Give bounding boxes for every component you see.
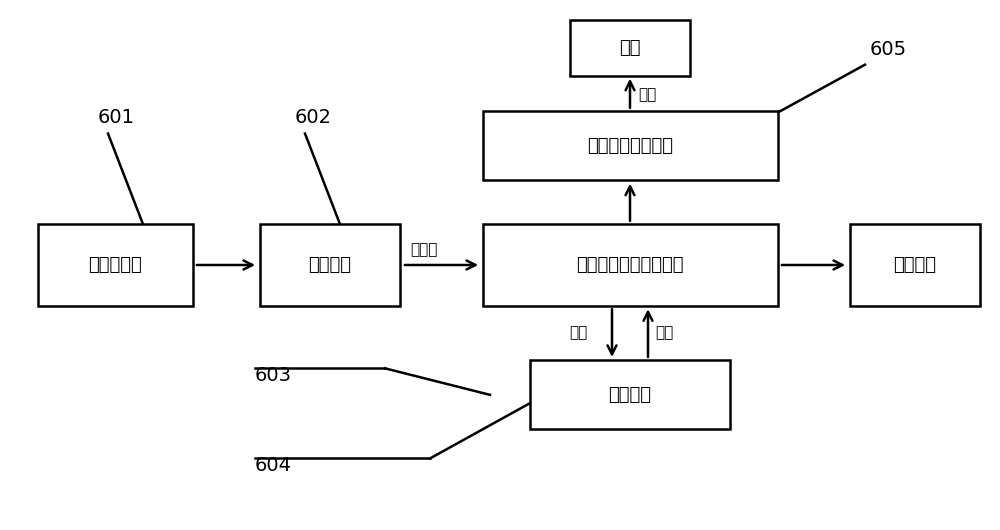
Text: 臭气烟气处理系统: 臭气烟气处理系统 xyxy=(587,137,673,155)
Text: 604: 604 xyxy=(255,456,292,475)
Text: 601: 601 xyxy=(98,108,135,127)
FancyBboxPatch shape xyxy=(483,224,778,306)
Text: 输送装置: 输送装置 xyxy=(308,256,352,274)
Text: 602: 602 xyxy=(295,108,332,127)
Text: 固体高温好氧发酵系统: 固体高温好氧发酵系统 xyxy=(576,256,684,274)
Text: 排放: 排放 xyxy=(619,39,641,57)
Text: 热水: 热水 xyxy=(655,325,673,340)
Text: 锅炉系统: 锅炉系统 xyxy=(608,386,652,404)
Text: 进料口: 进料口 xyxy=(410,243,437,258)
FancyBboxPatch shape xyxy=(570,20,690,75)
FancyBboxPatch shape xyxy=(850,224,980,306)
FancyBboxPatch shape xyxy=(260,224,400,306)
Text: 有机废弃物: 有机废弃物 xyxy=(88,256,142,274)
Text: 冷水: 冷水 xyxy=(570,325,588,340)
Text: 有机肥料: 有机肥料 xyxy=(894,256,936,274)
Text: 达标: 达标 xyxy=(638,87,656,102)
Text: 603: 603 xyxy=(255,366,292,385)
FancyBboxPatch shape xyxy=(530,360,730,429)
FancyBboxPatch shape xyxy=(483,111,778,180)
Text: 605: 605 xyxy=(870,40,907,59)
FancyBboxPatch shape xyxy=(38,224,192,306)
